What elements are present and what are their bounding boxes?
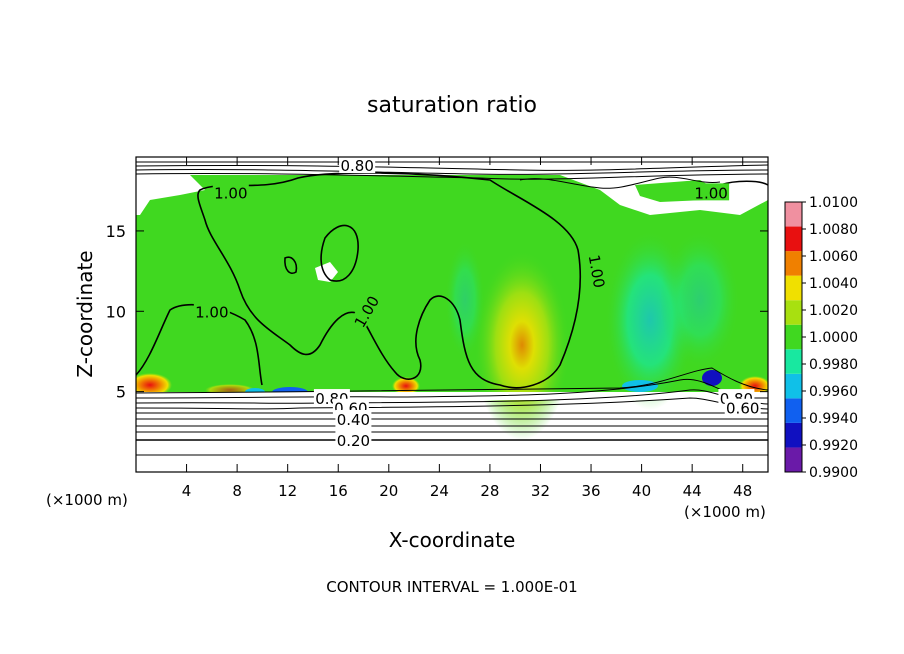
- contour-top-2: [136, 164, 768, 171]
- colorbar: 0.9900 0.9920 0.9940 0.9960 0.9980 1.0000 1.00…: [784, 195, 858, 481]
- contour-label: 1.00: [195, 303, 228, 321]
- colorbar-swatch: [785, 251, 802, 276]
- colorbar-label: 0.9980: [809, 357, 858, 373]
- contour-lines: [136, 161, 768, 456]
- contour-island-2: [284, 256, 298, 274]
- colorbar-label: 0.9920: [809, 438, 858, 454]
- contour-bottom-1: [136, 367, 768, 394]
- colorbar-swatch: [785, 324, 802, 350]
- chart-title: saturation ratio: [367, 93, 537, 118]
- field-blue-spot-1: [702, 370, 722, 386]
- y-axis-label: Z-coordinate: [73, 250, 97, 377]
- y-tick-label: 15: [106, 222, 126, 241]
- x-tick-label: 48: [733, 482, 752, 500]
- colorbar-label: 1.0040: [809, 276, 858, 292]
- x-tick-label: 8: [232, 482, 242, 500]
- contour-label: 0.20: [337, 432, 370, 450]
- colorbar-swatch: [785, 275, 802, 301]
- contour-bottom-2: [136, 378, 768, 399]
- x-unit-left: (×1000 m): [46, 491, 128, 509]
- contour-label-layer: 0.801.001.001.001.00 1.000.800.600.400.20…: [193, 157, 761, 450]
- x-unit-right: (×1000 m): [684, 503, 766, 521]
- contour-label: 0.80: [340, 157, 373, 175]
- contour-1-00-main: [197, 172, 582, 389]
- colorbar-swatch: [785, 226, 802, 252]
- colorbar-label: 1.0000: [809, 330, 858, 346]
- contour-bottom-4: [136, 397, 768, 410]
- colorbar-label: 0.9900: [809, 465, 858, 481]
- x-tick-label: 16: [329, 482, 348, 500]
- x-axis-label: X-coordinate: [389, 528, 516, 552]
- colorbar-swatch: [785, 202, 802, 227]
- field-low-core-3: [445, 240, 485, 360]
- contour-label: 1.00: [694, 184, 727, 202]
- field-upper-gap-1: [136, 175, 205, 215]
- colorbar-swatch: [785, 300, 802, 325]
- contour-label: 0.40: [337, 411, 370, 429]
- contour-label-bg: [335, 430, 372, 448]
- x-tick-label: 12: [278, 482, 297, 500]
- colorbar-swatch: [785, 422, 802, 448]
- plot-area: 0.801.001.001.001.00 1.000.800.600.400.20…: [136, 157, 768, 472]
- colorbar-label: 0.9940: [809, 411, 858, 427]
- contour-island-1: [320, 224, 359, 282]
- contour-top-3: [136, 168, 768, 175]
- contour-label-bg: [193, 302, 230, 320]
- x-axis-ticks: 4 8 12 16 20 24 28 32 36 40 44 48: [182, 157, 752, 500]
- y-tick-label: 10: [106, 302, 126, 321]
- contour-label: 0.60: [726, 400, 759, 418]
- contour-label-bg: [339, 157, 376, 174]
- y-axis-ticks: 5 10 15: [106, 222, 768, 402]
- contour-bottom-3: [136, 389, 768, 405]
- x-tick-label: 40: [632, 482, 651, 500]
- plot-frame: [135, 156, 769, 473]
- contour-label: 1.00: [214, 184, 247, 202]
- contour-label-bg: [586, 251, 610, 291]
- contour-top-4: [136, 172, 768, 180]
- x-tick-label: 20: [379, 482, 398, 500]
- field-low-core-2: [660, 230, 740, 370]
- contour-label: 1.00: [585, 253, 609, 289]
- colorbar-swatch: [785, 349, 802, 374]
- x-tick-label: 24: [430, 482, 449, 500]
- contour-label-bg: [349, 291, 382, 331]
- field-high-core: [474, 250, 570, 440]
- x-tick-label: 4: [182, 482, 192, 500]
- colorbar-swatch: [785, 373, 802, 399]
- colorbar-label: 0.9960: [809, 384, 858, 400]
- colorbar-label: 1.0100: [809, 195, 858, 211]
- y-tick-label: 5: [116, 383, 126, 402]
- x-tick-label: 44: [683, 482, 702, 500]
- x-tick-label: 28: [480, 482, 499, 500]
- contour-label-bg: [724, 398, 761, 416]
- contour-upper-wave: [519, 176, 721, 189]
- field-red-spot-1: [136, 373, 172, 397]
- colorbar-label: 1.0020: [809, 303, 858, 319]
- contour-label-bg: [693, 183, 730, 201]
- field-white-patch-small: [315, 262, 338, 282]
- colorbar-label: 1.0080: [809, 222, 858, 238]
- colorbar-swatch: [785, 447, 802, 472]
- contour-label-bg: [335, 409, 372, 427]
- colorbar-label: 1.0060: [809, 249, 858, 265]
- contour-interval-note: CONTOUR INTERVAL = 1.000E-01: [326, 578, 577, 596]
- colorbar-swatch: [785, 398, 802, 423]
- contour-label-bg: [212, 183, 249, 201]
- x-tick-label: 32: [531, 482, 550, 500]
- x-tick-label: 36: [581, 482, 600, 500]
